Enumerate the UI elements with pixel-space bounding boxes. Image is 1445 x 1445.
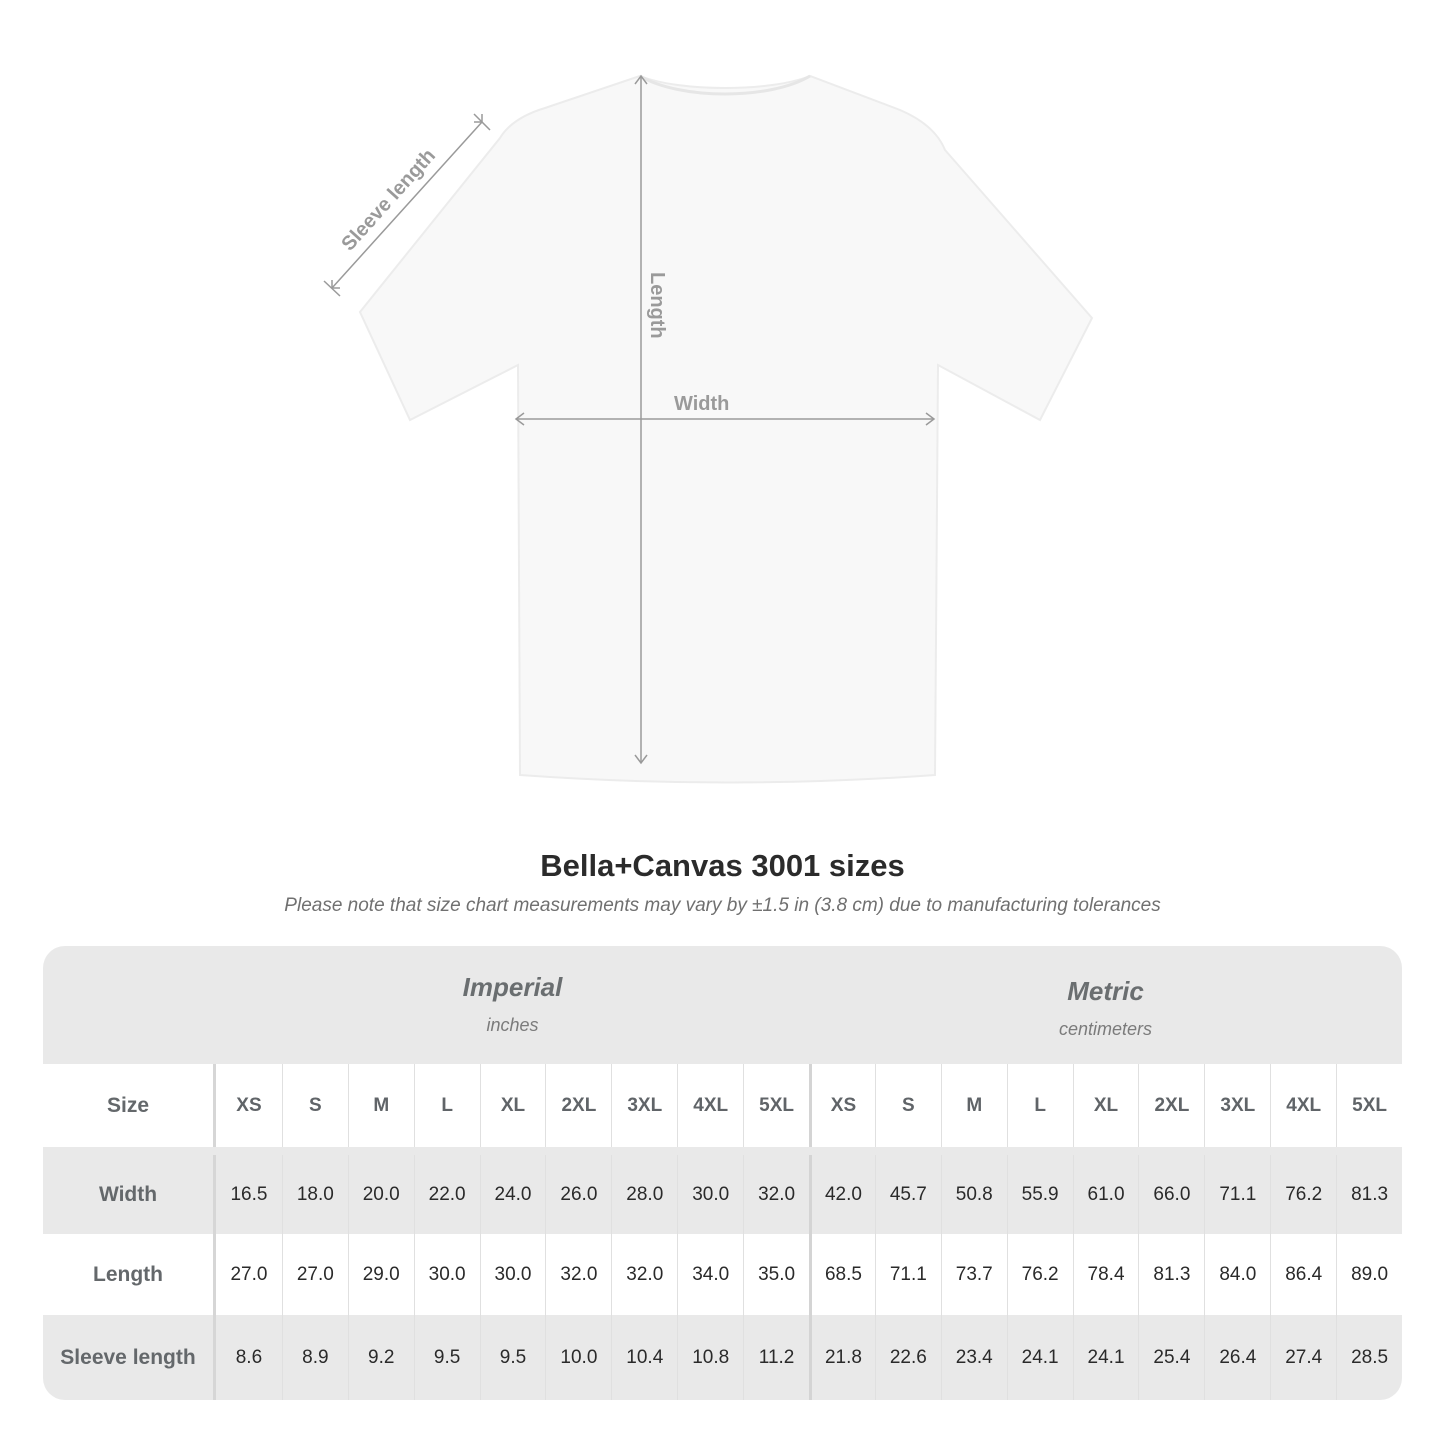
table-cell: 27.0 bbox=[230, 1263, 268, 1285]
imperial-title: Imperial bbox=[462, 972, 563, 1002]
table-cell: 55.9 bbox=[1006, 1155, 1073, 1234]
table-cell: 76.2 bbox=[1270, 1155, 1336, 1234]
size-header: S bbox=[874, 1064, 941, 1147]
size-header: 4XL bbox=[1270, 1064, 1336, 1147]
tshirt-image bbox=[358, 74, 1094, 784]
size-header: XS bbox=[236, 1094, 262, 1116]
table-cell: 9.5 bbox=[413, 1315, 480, 1400]
table-cell: 9.2 bbox=[347, 1315, 414, 1400]
size-header: 4XL bbox=[677, 1064, 743, 1147]
size-header: XS bbox=[809, 1064, 875, 1147]
tshirt-diagram: Sleeve length Length Width bbox=[323, 74, 1094, 784]
imperial-unit: inches bbox=[486, 1015, 539, 1035]
size-header: 2XL bbox=[1138, 1064, 1204, 1147]
size-header: 3XL bbox=[611, 1064, 677, 1147]
table-cell: 27.4 bbox=[1270, 1315, 1336, 1400]
table-cell: 8.9 bbox=[281, 1315, 348, 1400]
imperial-header: Imperial inches bbox=[216, 946, 809, 1064]
size-table: Imperial inches Metric centimeters Size … bbox=[43, 946, 1402, 1400]
table-cell: 50.8 bbox=[940, 1155, 1007, 1234]
table-cell: 25.4 bbox=[1138, 1315, 1204, 1400]
row-label: Sleeve length bbox=[43, 1315, 216, 1400]
size-header: M bbox=[940, 1064, 1007, 1147]
size-header: 5XL bbox=[743, 1064, 809, 1147]
table-cell: 81.3 bbox=[1138, 1234, 1204, 1315]
table-cell: 22.6 bbox=[874, 1315, 941, 1400]
row-label: Length bbox=[43, 1234, 216, 1315]
table-cell: 35.0 bbox=[743, 1234, 809, 1315]
table-cell: 45.7 bbox=[874, 1155, 941, 1234]
table-cell: 78.4 bbox=[1072, 1234, 1139, 1315]
table-row: Length 27.0 27.0 29.0 30.0 30.0 32.0 32.0 34.0 35… bbox=[43, 1234, 1402, 1315]
table-cell: 9.5 bbox=[479, 1315, 546, 1400]
size-header: 5XL bbox=[1336, 1064, 1402, 1147]
table-cell: 22.0 bbox=[413, 1155, 480, 1234]
table-cell: 10.0 bbox=[545, 1315, 611, 1400]
table-cell: 10.4 bbox=[611, 1315, 677, 1400]
size-header: M bbox=[347, 1064, 414, 1147]
table-cell: 71.1 bbox=[1204, 1155, 1270, 1234]
table-cell: 24.1 bbox=[1072, 1315, 1139, 1400]
table-cell: 26.4 bbox=[1204, 1315, 1270, 1400]
table-cell: 30.0 bbox=[479, 1234, 546, 1315]
table-cell: 28.5 bbox=[1336, 1315, 1402, 1400]
table-cell: 29.0 bbox=[347, 1234, 414, 1315]
table-cell: 42.0 bbox=[809, 1155, 875, 1234]
table-cell: 18.0 bbox=[281, 1155, 348, 1234]
metric-title: Metric bbox=[1067, 976, 1144, 1006]
length-label: Length bbox=[646, 272, 668, 339]
table-row: Sleeve length 8.6 8.9 9.2 9.5 9.5 10.0 10.4 10.8… bbox=[43, 1315, 1402, 1400]
table-cell: 66.0 bbox=[1138, 1155, 1204, 1234]
table-cell: 32.0 bbox=[611, 1234, 677, 1315]
table-cell: 68.5 bbox=[809, 1234, 875, 1315]
size-header: 2XL bbox=[545, 1064, 611, 1147]
table-cell: 32.0 bbox=[743, 1155, 809, 1234]
collar bbox=[639, 74, 811, 96]
table-cell: 84.0 bbox=[1204, 1234, 1270, 1315]
table-cell: 30.0 bbox=[677, 1155, 743, 1234]
table-cell: 21.8 bbox=[809, 1315, 875, 1400]
table-cell: 86.4 bbox=[1270, 1234, 1336, 1315]
table-cell: 76.2 bbox=[1006, 1234, 1073, 1315]
sleeve-arrow bbox=[331, 121, 483, 289]
table-cell: 27.0 bbox=[281, 1234, 348, 1315]
table-cell: 30.0 bbox=[413, 1234, 480, 1315]
table-cell: 8.6 bbox=[235, 1346, 263, 1368]
tolerance-note: Please note that size chart measurements… bbox=[284, 895, 1161, 916]
table-row: Width 16.5 18.0 20.0 22.0 24.0 26.0 28.0 30.0 32.… bbox=[43, 1147, 1402, 1234]
size-label: Size bbox=[43, 1064, 216, 1147]
size-header: S bbox=[281, 1064, 348, 1147]
table-cell: 89.0 bbox=[1336, 1234, 1402, 1315]
table-cell: 61.0 bbox=[1072, 1155, 1139, 1234]
table-cell: 71.1 bbox=[874, 1234, 941, 1315]
table-cell: 16.5 bbox=[230, 1183, 268, 1205]
table-cell: 20.0 bbox=[347, 1155, 414, 1234]
table-cell: 28.0 bbox=[611, 1155, 677, 1234]
size-header: XL bbox=[479, 1064, 546, 1147]
width-label: Width bbox=[674, 393, 729, 415]
table-cell: 24.1 bbox=[1006, 1315, 1073, 1400]
size-row: Size XS S M L XL 2XL 3XL 4XL 5XL XS S M L XL 2XL 3XL 4XL… bbox=[43, 1064, 1402, 1147]
size-header: XL bbox=[1072, 1064, 1139, 1147]
table-cell: 23.4 bbox=[940, 1315, 1007, 1400]
size-header: L bbox=[1006, 1064, 1073, 1147]
row-label: Width bbox=[43, 1155, 216, 1234]
table-cell: 73.7 bbox=[940, 1234, 1007, 1315]
table-cell: 24.0 bbox=[479, 1155, 546, 1234]
size-header: 3XL bbox=[1204, 1064, 1270, 1147]
table-cell: 11.2 bbox=[743, 1315, 809, 1400]
chart-title: Bella+Canvas 3001 sizes bbox=[540, 848, 905, 883]
table-cell: 10.8 bbox=[677, 1315, 743, 1400]
metric-header: Metric centimeters bbox=[809, 950, 1402, 1068]
table-cell: 26.0 bbox=[545, 1155, 611, 1234]
table-cell: 34.0 bbox=[677, 1234, 743, 1315]
table-cell: 32.0 bbox=[545, 1234, 611, 1315]
metric-unit: centimeters bbox=[1058, 1019, 1153, 1039]
table-cell: 81.3 bbox=[1336, 1155, 1402, 1234]
size-header: L bbox=[413, 1064, 480, 1147]
